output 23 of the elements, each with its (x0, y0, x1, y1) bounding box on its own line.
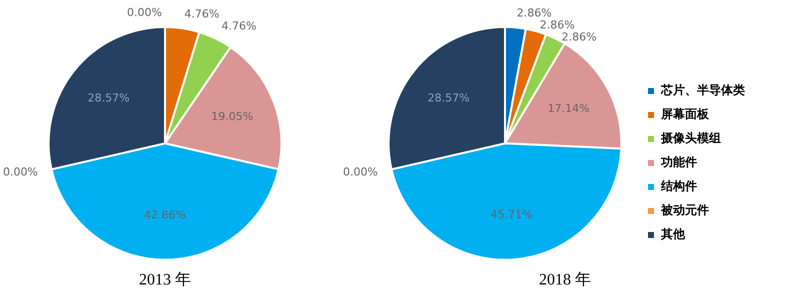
data-label: 2.86% (540, 18, 575, 32)
text: 2018 年 (539, 272, 591, 289)
legend-label: 结构件 (660, 179, 697, 194)
data-label: 19.05% (211, 110, 254, 123)
legend-label: 功能件 (660, 155, 697, 170)
legend-label: 屏幕面板 (660, 107, 710, 122)
legend-label: 其他 (660, 227, 686, 242)
data-label: 2.86% (516, 6, 552, 20)
data-label: 4.76% (222, 19, 256, 32)
data-label: 17.14% (548, 102, 590, 116)
legend-label: 被动元件 (660, 203, 709, 218)
data-label: 2.86% (562, 30, 597, 44)
text: 0.00% (127, 6, 162, 19)
data-label: 42.86% (144, 208, 186, 222)
legend-label: 芯片、半导体类 (660, 83, 745, 98)
legend-label: 摄像头模组 (660, 131, 721, 146)
data-label: 28.57% (88, 91, 130, 104)
text: 0.00% (342, 165, 378, 178)
data-label: 4.76% (184, 7, 220, 20)
data-label: 45.71% (490, 208, 532, 222)
text: 2013 年 (139, 272, 191, 289)
data-label: 28.57% (428, 91, 470, 104)
text: 0.00% (2, 165, 38, 178)
